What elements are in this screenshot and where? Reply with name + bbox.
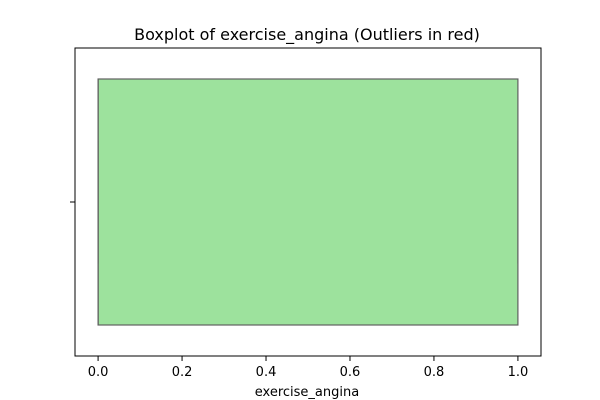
x-tick-label: 0.2 [172,365,193,380]
x-tick-label: 0.4 [256,365,277,380]
chart-title: Boxplot of exercise_angina (Outliers in … [134,25,480,45]
x-axis-label: exercise_angina [255,385,359,400]
plot-area [97,78,519,326]
x-tick-label: 1.0 [508,365,529,380]
x-tick-label: 0.8 [424,365,445,380]
x-tick-label: 0.6 [340,365,361,380]
box [97,78,519,326]
x-axis: 0.0 0.2 0.4 0.6 0.8 1.0 [88,356,529,380]
x-tick-label: 0.0 [88,365,109,380]
